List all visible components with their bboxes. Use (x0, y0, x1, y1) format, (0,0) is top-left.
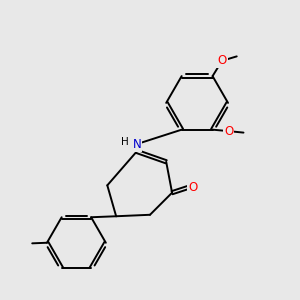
Text: O: O (224, 124, 233, 138)
Text: O: O (218, 54, 226, 67)
Text: H: H (121, 137, 128, 147)
Text: O: O (188, 181, 197, 194)
Text: N: N (132, 138, 141, 151)
